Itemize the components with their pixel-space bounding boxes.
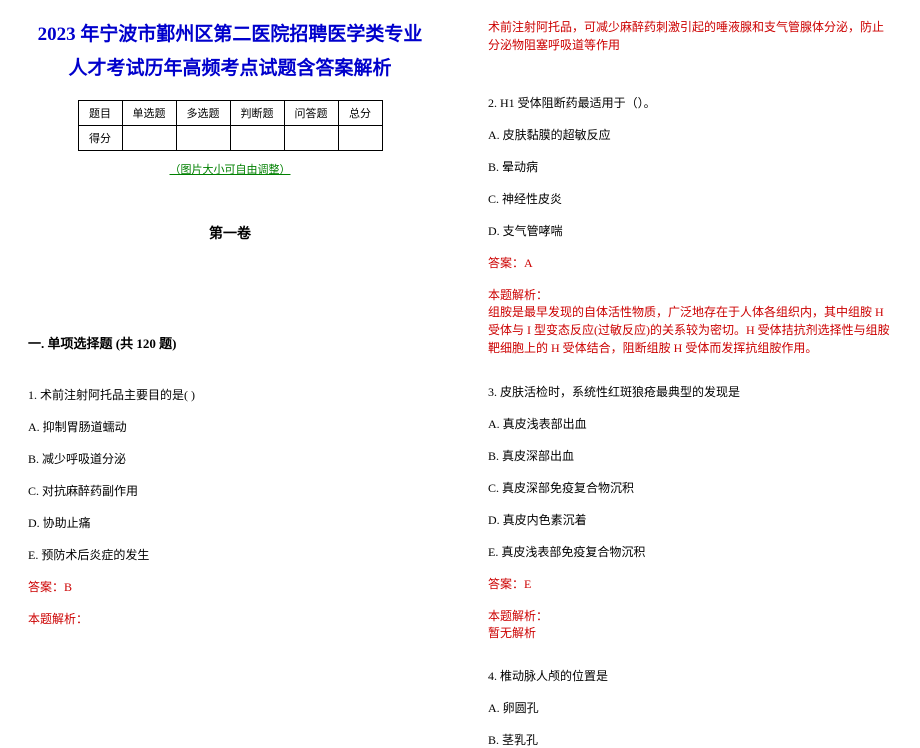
volume-heading: 第一卷: [28, 223, 432, 243]
question-3: 3. 皮肤活检时，系统性红斑狼疮最典型的发现是 A. 真皮浅表部出血 B. 真皮…: [488, 383, 892, 641]
q4-opt-b: B. 茎乳孔: [488, 731, 892, 748]
q1-jiexi-text: 术前注射阿托品，可减少麻醉药刺激引起的唾液腺和支气管腺体分泌，防止分泌物阻塞呼吸…: [488, 18, 892, 54]
q2-jiexi-text: 组胺是最早发现的自体活性物质，广泛地存在于人体各组织内，其中组胺 H 受体与 I…: [488, 303, 892, 357]
th-total: 总分: [338, 101, 382, 126]
th-judge: 判断题: [230, 101, 284, 126]
th-qa: 问答题: [284, 101, 338, 126]
q3-opt-d: D. 真皮内色素沉着: [488, 511, 892, 529]
cell-empty: [284, 126, 338, 151]
th-item: 题目: [78, 101, 122, 126]
question-4: 4. 椎动脉人颅的位置是 A. 卵圆孔 B. 茎乳孔: [488, 667, 892, 748]
q3-jiexi-label: 本题解析：: [488, 607, 892, 624]
question-1: 1. 术前注射阿托品主要目的是( ) A. 抑制胃肠道蠕动 B. 减少呼吸道分泌…: [28, 386, 432, 627]
q2-opt-a: A. 皮肤黏膜的超敏反应: [488, 126, 892, 144]
left-column: 2023 年宁波市鄞州区第二医院招聘医学类专业 人才考试历年高频考点试题含答案解…: [0, 0, 460, 651]
cell-empty: [122, 126, 176, 151]
th-multi: 多选题: [176, 101, 230, 126]
row-label: 得分: [78, 126, 122, 151]
q1-jiexi-label: 本题解析：: [28, 610, 432, 627]
cell-empty: [230, 126, 284, 151]
question-2: 2. H1 受体阻断药最适用于（）。 A. 皮肤黏膜的超敏反应 B. 晕动病 C…: [488, 94, 892, 357]
q4-opt-a: A. 卵圆孔: [488, 699, 892, 717]
title-line-1: 2023 年宁波市鄞州区第二医院招聘医学类专业: [28, 18, 432, 52]
q1-opt-b: B. 减少呼吸道分泌: [28, 450, 432, 468]
q2-stem: 2. H1 受体阻断药最适用于（）。: [488, 94, 892, 112]
q2-jiexi-label: 本题解析：: [488, 286, 892, 303]
th-single: 单选题: [122, 101, 176, 126]
q3-answer: 答案：E: [488, 575, 892, 593]
q2-opt-c: C. 神经性皮炎: [488, 190, 892, 208]
q1-opt-e: E. 预防术后炎症的发生: [28, 546, 432, 564]
q3-opt-e: E. 真皮浅表部免疫复合物沉积: [488, 543, 892, 561]
q1-opt-d: D. 协助止痛: [28, 514, 432, 532]
q2-opt-b: B. 晕动病: [488, 158, 892, 176]
table-row: 得分: [78, 126, 382, 151]
q1-answer: 答案：B: [28, 578, 432, 596]
cell-empty: [176, 126, 230, 151]
title-line-2: 人才考试历年高频考点试题含答案解析: [28, 52, 432, 86]
q1-opt-a: A. 抑制胃肠道蠕动: [28, 418, 432, 436]
q1-stem: 1. 术前注射阿托品主要目的是( ): [28, 386, 432, 404]
doc-title: 2023 年宁波市鄞州区第二医院招聘医学类专业 人才考试历年高频考点试题含答案解…: [28, 18, 432, 86]
q3-opt-a: A. 真皮浅表部出血: [488, 415, 892, 433]
q1-opt-c: C. 对抗麻醉药副作用: [28, 482, 432, 500]
q3-opt-b: B. 真皮深部出血: [488, 447, 892, 465]
section-heading: 一. 单项选择题 (共 120 题): [28, 333, 432, 352]
q2-answer: 答案：A: [488, 254, 892, 272]
image-resize-note: （图片大小可自由调整）: [28, 161, 432, 177]
right-column: 术前注射阿托品，可减少麻醉药刺激引起的唾液腺和支气管腺体分泌，防止分泌物阻塞呼吸…: [460, 0, 920, 651]
q3-opt-c: C. 真皮深部免疫复合物沉积: [488, 479, 892, 497]
table-row: 题目 单选题 多选题 判断题 问答题 总分: [78, 101, 382, 126]
q2-opt-d: D. 支气管哮喘: [488, 222, 892, 240]
cell-empty: [338, 126, 382, 151]
q3-jiexi-text: 暂无解析: [488, 624, 892, 641]
score-table: 题目 单选题 多选题 判断题 问答题 总分 得分: [78, 100, 383, 151]
q4-stem: 4. 椎动脉人颅的位置是: [488, 667, 892, 685]
q3-stem: 3. 皮肤活检时，系统性红斑狼疮最典型的发现是: [488, 383, 892, 401]
